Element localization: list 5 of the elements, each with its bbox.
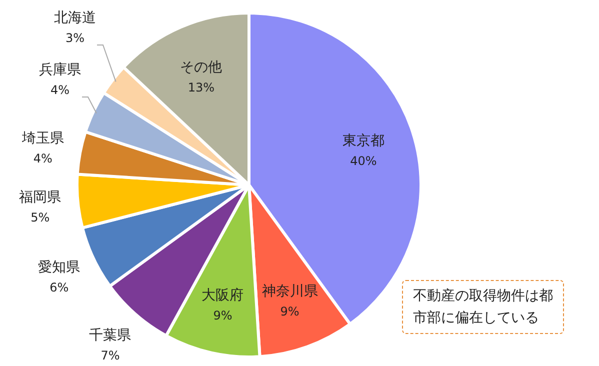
- slice-label: 北海道: [54, 10, 96, 26]
- data-label: 3%: [65, 31, 85, 45]
- slice-label: 兵庫県: [39, 62, 81, 78]
- data-label: 4%: [50, 83, 70, 97]
- text: 不動産の取得物件は都市部に偏在している: [402, 280, 564, 334]
